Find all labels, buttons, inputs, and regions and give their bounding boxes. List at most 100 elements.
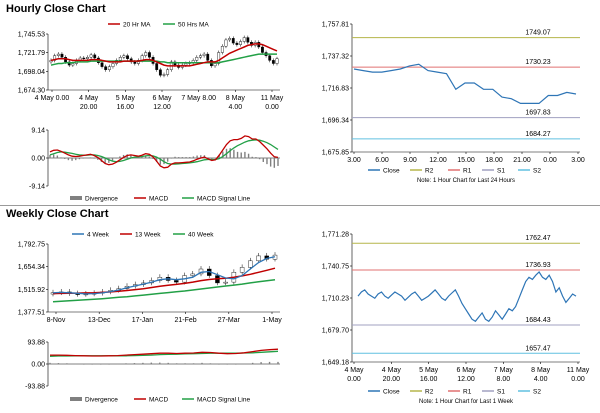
divergence-bar <box>251 362 254 364</box>
y-tick-label: 93.88 <box>27 340 45 347</box>
x-tick-label: 17-Jan <box>132 317 154 324</box>
divergence-bar <box>56 155 59 158</box>
y-tick-label: -93.88 <box>25 384 45 391</box>
divergence-bar <box>247 153 250 158</box>
divergence-bar <box>233 149 235 158</box>
divergence-bar <box>104 158 106 164</box>
candle-body <box>223 281 228 284</box>
divergence-bar <box>240 152 242 158</box>
divergence-bar <box>189 157 191 158</box>
x-tick-label: 12.00 <box>457 376 475 383</box>
divergence-bar <box>244 151 246 158</box>
legend-close-label: Close <box>383 389 400 396</box>
divergence-bar <box>86 157 88 159</box>
y-tick-label: 1,515.92 <box>18 287 45 294</box>
y-tick-label: 1,716.83 <box>322 86 349 93</box>
candle-body <box>104 66 108 70</box>
x-tick-label: 3.00 <box>347 157 361 164</box>
candle-body <box>202 53 206 56</box>
y-tick-label: 1,377.51 <box>18 310 45 317</box>
ma50-line <box>50 53 277 66</box>
candle-body <box>100 62 104 67</box>
x-tick-label: 18.00 <box>485 157 503 164</box>
legend-13week-label: 13 Week <box>135 232 161 239</box>
divergence-bar <box>222 151 224 158</box>
x-tick-label: 4 May <box>79 95 99 102</box>
y-tick-label: 1,675.85 <box>322 150 349 157</box>
divergence-bar <box>144 155 147 158</box>
divergence-bar <box>258 158 261 160</box>
x-tick-label: 3.00 <box>571 157 585 164</box>
divergence-bar <box>83 364 85 365</box>
divergence-bar <box>181 157 184 158</box>
candle-body <box>118 57 122 61</box>
candle-body <box>144 52 148 56</box>
weekly-section-title: Weekly Close Chart <box>6 208 109 220</box>
divergence-bar <box>116 363 119 365</box>
candle-body <box>82 57 86 60</box>
divergence-bar <box>148 156 150 158</box>
candle-body <box>248 260 253 268</box>
divergence-bar <box>167 362 169 364</box>
y-tick-label: 1,792.75 <box>18 242 45 249</box>
candle-body <box>93 54 97 59</box>
candle-body <box>195 57 199 61</box>
macd-line <box>50 348 279 357</box>
legend-r2-label: R2 <box>425 168 434 175</box>
legend-macd-label: MACD <box>149 196 168 203</box>
divergence-bar <box>277 158 279 166</box>
legend-s1-label: S1 <box>497 168 505 175</box>
candle-body <box>174 280 179 283</box>
x-tick-label: 12.00 <box>153 104 171 111</box>
y-tick-label: 1,654.34 <box>18 264 45 271</box>
divergence-bar <box>108 364 110 365</box>
divergence-bar <box>115 158 117 159</box>
candle-body <box>235 42 239 45</box>
divergence-bar <box>137 157 139 158</box>
divergence-bar <box>209 363 212 364</box>
x-tick-label: 4.00 <box>534 376 548 383</box>
legend-macd-signal-label: MACD Signal Line <box>197 196 250 203</box>
candle-body <box>231 38 235 44</box>
divergence-bar <box>78 158 81 160</box>
candle-body <box>122 55 126 58</box>
divergence-bar <box>71 158 73 161</box>
y-tick-label: 1,710.23 <box>322 296 349 303</box>
y-tick-label: 1,679.70 <box>322 328 349 335</box>
candle-body <box>268 55 272 61</box>
x-tick-label: 8 May <box>531 367 551 374</box>
divergence-bar <box>91 364 93 365</box>
candle-body <box>242 37 246 42</box>
level-label-r2: 1749.07 <box>525 30 550 37</box>
divergence-bar <box>251 156 253 158</box>
y-tick-label: 1,737.32 <box>322 54 349 61</box>
divergence-bar <box>201 362 203 364</box>
divergence-bar <box>218 154 220 158</box>
candle-body <box>217 52 221 64</box>
legend-r2-label: R2 <box>425 389 434 396</box>
candle-body <box>53 55 57 61</box>
legend-divergence-label: Divergence <box>85 196 118 203</box>
candle-body <box>261 46 264 53</box>
macd-line <box>49 135 279 169</box>
x-tick-label: 15.00 <box>457 157 475 164</box>
divergence-bar <box>229 148 231 158</box>
divergence-bar <box>226 364 229 365</box>
x-tick-label: 8-Nov <box>47 317 66 324</box>
divergence-bar <box>170 158 173 159</box>
divergence-bar <box>260 362 262 364</box>
x-tick-label: 16.00 <box>117 104 135 111</box>
y-tick-label: 1,745.53 <box>18 32 45 39</box>
candle-body <box>89 54 93 58</box>
candle-body <box>246 37 250 43</box>
divergence-bar <box>200 155 202 158</box>
divergence-bar <box>75 158 77 161</box>
legend-divergence-swatch <box>70 397 82 401</box>
ma40-line <box>52 279 276 303</box>
y-tick-label: 1,674.30 <box>18 88 45 95</box>
legend-20hr-ma-label: 20 Hr MA <box>123 22 151 29</box>
candle-body <box>239 267 245 273</box>
candle-body <box>220 46 224 53</box>
hourly-close-chart: 1,757.81 1,737.32 1,716.83 1,696.34 1,675.85… <box>322 22 585 185</box>
level-label-s2: 1684.27 <box>525 131 550 138</box>
